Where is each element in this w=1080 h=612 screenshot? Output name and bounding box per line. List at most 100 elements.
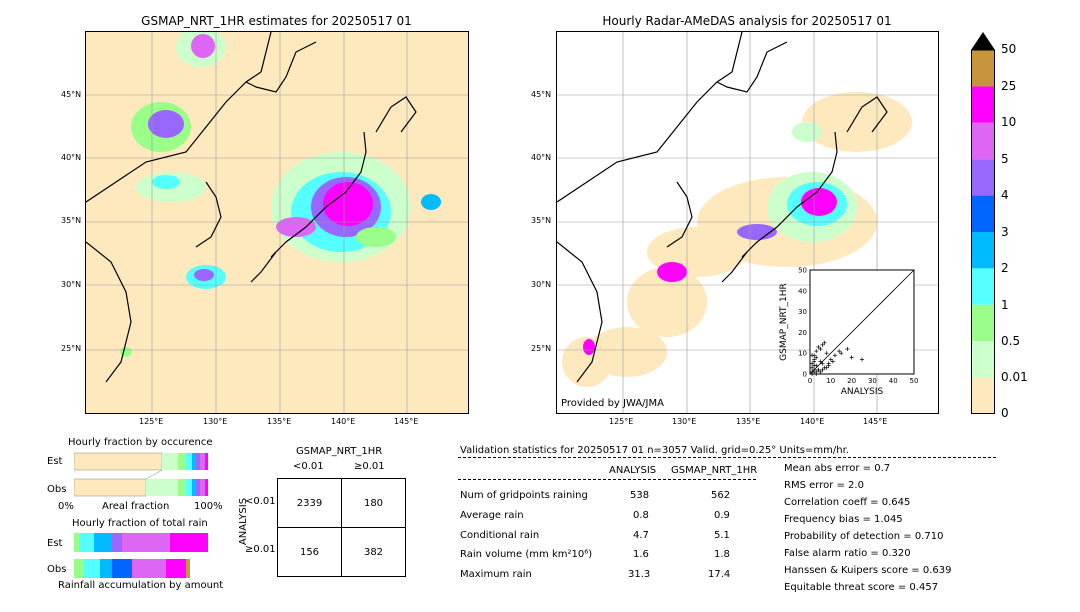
validation-header: Validation statistics for 20250517 01 n=… [460,445,849,456]
scatter-ytick: 20 [798,329,807,337]
scatter-point [837,349,842,354]
score-6: Hanssen & Kuipers score = 0.639 [784,565,952,576]
stat-gsmap-0: 562 [711,490,731,501]
colorbar-label-0.01: 0.01 [1001,370,1028,384]
colorbar [971,32,995,414]
scatter-point [816,344,821,349]
colorbar-border [971,49,995,414]
scatter-point [820,361,825,366]
colorbar-label-0.5: 0.5 [1001,334,1021,348]
scatter-ytick: 10 [798,350,807,358]
scatter-xlabel: ANALYSIS [841,387,884,397]
colorbar-extend-arrow [971,32,995,50]
right-lat-30: 30°N [531,280,552,289]
scatter-point [828,357,833,362]
left-map-canvas [86,32,468,413]
occurrence-obs-label: Obs [47,484,67,495]
stat-label-3: Rain volume (mm km²10⁶) [460,549,593,560]
scatter-point [810,361,815,366]
right-map-canvas [557,32,938,413]
scatter-point [816,367,821,372]
total-rain-footer: Rainfall accumulation by amount [58,580,224,591]
right-lat-35: 35°N [531,216,552,225]
scatter-point [824,351,829,356]
colorbar-segment [971,159,995,196]
colorbar-label-50: 50 [1001,42,1017,56]
left-lat-40: 40°N [61,153,82,162]
contingency-col-lt: <0.01 [293,461,324,472]
scatter-point [839,351,844,356]
stat-analysis-0: 538 [630,490,650,501]
scatter-ytick: 50 [798,267,807,275]
colorbar-segment [971,377,995,414]
colorbar-segment [971,268,995,305]
stat-analysis-3: 1.6 [633,549,649,560]
right-lon-145: 145°E [863,417,888,426]
occurrence-axis-100: 100% [194,501,223,512]
scatter-point [826,361,831,366]
validation-col-divider [458,479,756,480]
colorbar-canvas [971,32,995,414]
colorbar-segment [971,195,995,232]
colorbar-label-0: 0 [1001,406,1009,420]
left-lat-25: 25°N [61,344,82,353]
total-rain-title: Hourly fraction of total rain [72,518,208,529]
scatter-point [818,359,823,364]
stat-analysis-1: 0.8 [633,510,649,521]
right-lon-125: 125°E [609,417,634,426]
score-7: Equitable threat score = 0.457 [784,582,939,593]
right-map: Provided by JWA/JMA [556,31,939,414]
left-lon-145: 145°E [394,417,419,426]
right-lat-40: 40°N [531,153,552,162]
scatter-point [860,357,864,362]
colorbar-label-3: 3 [1001,225,1009,239]
right-lat-25: 25°N [531,344,552,353]
stat-gsmap-3: 1.8 [714,549,730,560]
scatter-point [814,349,819,354]
validation-col-gsmap: GSMAP_NRT_1HR [671,465,758,476]
left-grid [86,32,468,413]
right-map-title: Hourly Radar-AMeDAS analysis for 2025051… [602,14,892,28]
colorbar-segment [971,341,995,378]
contingency-title: GSMAP_NRT_1HR [296,446,383,457]
left-rain-field [120,32,441,357]
occurrence-axis-0: 0% [58,501,74,512]
scatter-point [832,353,837,358]
validation-col-analysis: ANALYSIS [609,465,657,476]
score-3: Frequency bias = 1.045 [784,514,903,525]
colorbar-label-4: 4 [1001,188,1009,202]
occurrence-title: Hourly fraction by occurence [68,437,213,448]
score-1: RMS error = 2.0 [784,480,864,491]
occurrence-est-label: Est [47,456,63,467]
left-lat-45: 45°N [61,90,82,99]
scatter-point [820,342,825,347]
scatter-point [845,347,850,352]
scatter-point [812,357,817,362]
score-4: Probability of detection = 0.710 [784,531,944,542]
scatter-xtick: 50 [910,377,919,385]
right-lon-135: 135°E [736,417,761,426]
right-lat-45: 45°N [531,90,552,99]
colorbar-segment [971,122,995,160]
stat-gsmap-2: 5.1 [714,530,730,541]
colorbar-label-2: 2 [1001,261,1009,275]
scatter-xtick: 10 [826,377,835,385]
colorbar-segment [971,304,995,342]
scatter-ytick: 30 [798,308,807,316]
colorbar-segment [971,50,995,87]
stat-label-2: Conditional rain [460,530,540,541]
contingency-row-ge: ≥0.01 [245,544,276,555]
scatter-point [810,365,815,370]
scatter-diagonal [809,269,915,375]
scatter-plot: 00 10 10 20 20 30 30 40 40 50 50 ANALYSIS GSMAP_NRT_… [779,267,919,398]
contingency-cell-01: 180 [341,478,406,528]
scatter-point [810,372,815,376]
left-lon-125: 125°E [139,417,164,426]
contingency-table: 2339 180 156 382 [277,478,406,577]
left-map-title: GSMAP_NRT_1HR estimates for 20250517 01 [141,14,412,28]
contingency-cell-00: 2339 [277,478,342,528]
stat-label-0: Num of gridpoints raining [460,490,588,501]
right-coastline [557,32,888,383]
stat-analysis-4: 31.3 [628,569,651,580]
total-rain-obs-label: Obs [47,564,67,575]
